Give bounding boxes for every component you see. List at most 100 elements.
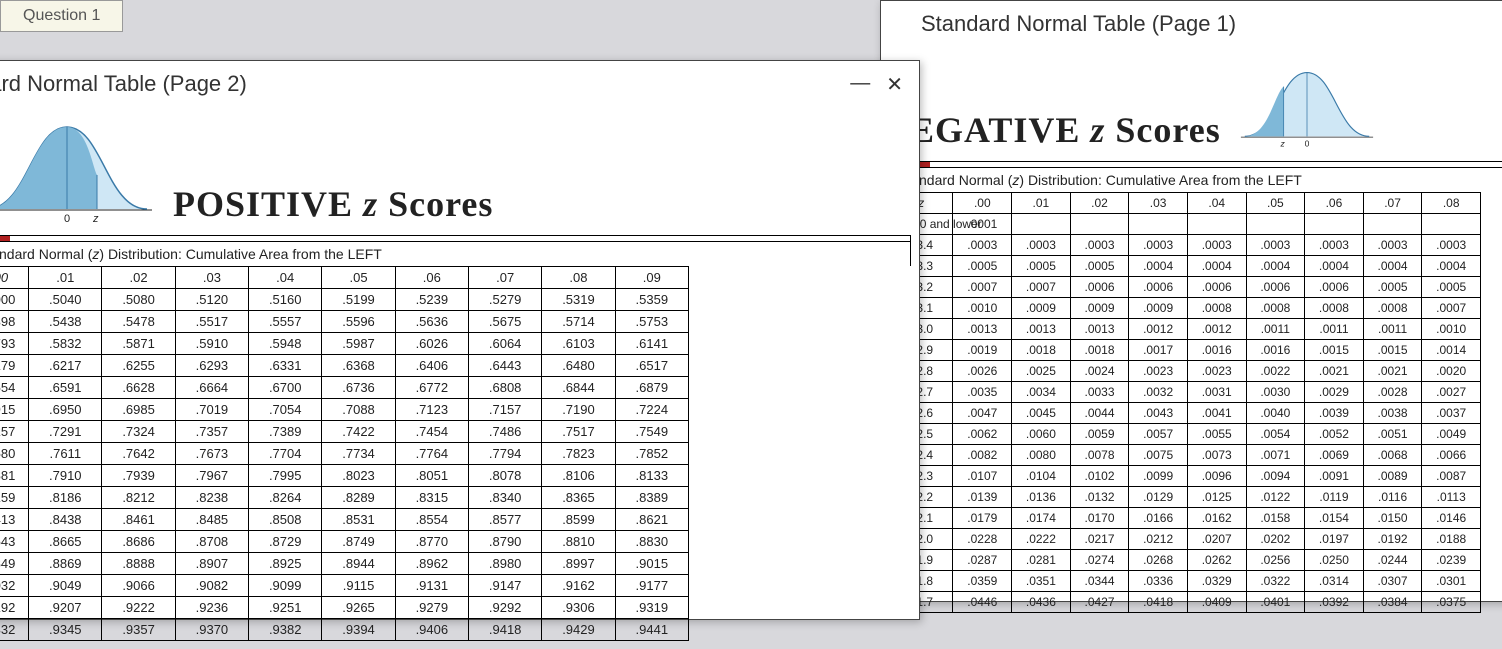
value-cell: .0027 [1422,382,1481,403]
value-cell: .8686 [102,531,175,553]
value-cell: .7764 [395,443,468,465]
value-cell: .0116 [1363,487,1422,508]
value-cell: .0041 [1187,403,1246,424]
window-title-left: dard Normal Table (Page 2) [0,71,247,97]
value-cell: .0281 [1012,550,1071,571]
value-cell: .9032 [0,575,29,597]
value-cell: .5199 [322,289,395,311]
value-cell: .0008 [1363,298,1422,319]
close-icon[interactable]: ✕ [886,72,903,97]
value-cell: .9441 [615,619,688,641]
value-cell: .8159 [0,487,29,509]
value-cell: .0010 [1422,319,1481,340]
value-cell: .0082 [953,445,1012,466]
value-cell: .0007 [953,277,1012,298]
value-cell: .7704 [249,443,322,465]
question-tab[interactable]: Question 1 [0,0,123,32]
value-cell: .0102 [1070,466,1129,487]
value-cell: .0019 [953,340,1012,361]
value-cell: .0217 [1070,529,1129,550]
value-cell: .0003 [1422,235,1481,256]
value-cell: .0013 [1070,319,1129,340]
value-cell: .0012 [1129,319,1188,340]
value-cell: .0013 [1012,319,1071,340]
col-header: .06 [1305,193,1364,214]
value-cell: .0045 [1012,403,1071,424]
table-row: .8413.8438.8461.8485.8508.8531.8554.8577… [0,509,689,531]
value-cell: .9236 [175,597,248,619]
value-cell: .9066 [102,575,175,597]
col-header: .04 [1187,193,1246,214]
value-cell: .9357 [102,619,175,641]
value-cell: .7324 [102,421,175,443]
col-header: .00 [0,267,29,289]
table-row: −2.7.0035.0034.0033.0032.0031.0030.0029.… [890,382,1481,403]
value-cell: .0025 [1012,361,1071,382]
value-cell [1012,214,1071,235]
value-cell: .5948 [249,333,322,355]
value-cell: .6915 [0,399,29,421]
value-cell: .5910 [175,333,248,355]
value-cell: .0005 [1070,256,1129,277]
value-cell: .0040 [1246,403,1305,424]
value-cell: .0150 [1363,508,1422,529]
value-cell: .8212 [102,487,175,509]
value-cell: .6700 [249,377,322,399]
value-cell: .0005 [1012,256,1071,277]
value-cell: .8078 [469,465,542,487]
value-cell: .7611 [29,443,102,465]
value-cell: .0162 [1187,508,1246,529]
value-cell: .0021 [1363,361,1422,382]
value-cell: .0314 [1305,571,1364,592]
col-header: .03 [1129,193,1188,214]
value-cell: .0057 [1129,424,1188,445]
value-cell: .9049 [29,575,102,597]
value-cell: .0268 [1129,550,1188,571]
value-cell: .9394 [322,619,395,641]
value-cell: .0004 [1187,256,1246,277]
value-cell: .6141 [615,333,688,355]
value-cell: .5319 [542,289,615,311]
value-cell: .0011 [1363,319,1422,340]
value-cell: .7357 [175,421,248,443]
value-cell: .0228 [953,529,1012,550]
value-cell [1246,214,1305,235]
col-header: .01 [29,267,102,289]
table-row: −1.7.0446.0436.0427.0418.0409.0401.0392.… [890,592,1481,613]
table-row: .7580.7611.7642.7673.7704.7734.7764.7794… [0,443,689,465]
value-cell: .7019 [175,399,248,421]
titlebar-right: Standard Normal Table (Page 1) [881,1,1502,53]
value-cell: .8186 [29,487,102,509]
neg-heading-post: Scores [1105,110,1220,150]
value-cell: .0023 [1187,361,1246,382]
value-cell: .0188 [1422,529,1481,550]
value-cell: .8051 [395,465,468,487]
value-cell: .8810 [542,531,615,553]
value-cell: .7549 [615,421,688,443]
value-cell: .8907 [175,553,248,575]
value-cell: .0068 [1363,445,1422,466]
table-row: −1.8.0359.0351.0344.0336.0329.0322.0314.… [890,571,1481,592]
value-cell: .0018 [1070,340,1129,361]
value-cell: .0026 [953,361,1012,382]
value-cell: .6628 [102,377,175,399]
value-cell: .6879 [615,377,688,399]
value-cell: .6217 [29,355,102,377]
value-cell: .0003 [1363,235,1422,256]
table-row: −3.50 and lower.0001 [890,214,1481,235]
negative-z-table: z.00.01.02.03.04.05.06.07.08 −3.50 and l… [889,192,1481,613]
pos-heading-z: z [363,184,378,224]
value-cell: .5636 [395,311,468,333]
col-header: .03 [175,267,248,289]
value-cell: .7190 [542,399,615,421]
svg-text:0: 0 [64,213,70,225]
value-cell: .7673 [175,443,248,465]
value-cell: .0087 [1422,466,1481,487]
table-row: .9032.9049.9066.9082.9099.9115.9131.9147… [0,575,689,597]
value-cell: .6179 [0,355,29,377]
value-cell: .8264 [249,487,322,509]
minimize-icon[interactable]: — [850,72,870,97]
value-cell: .0007 [1422,298,1481,319]
value-cell: .0125 [1187,487,1246,508]
value-cell: .0005 [1422,277,1481,298]
